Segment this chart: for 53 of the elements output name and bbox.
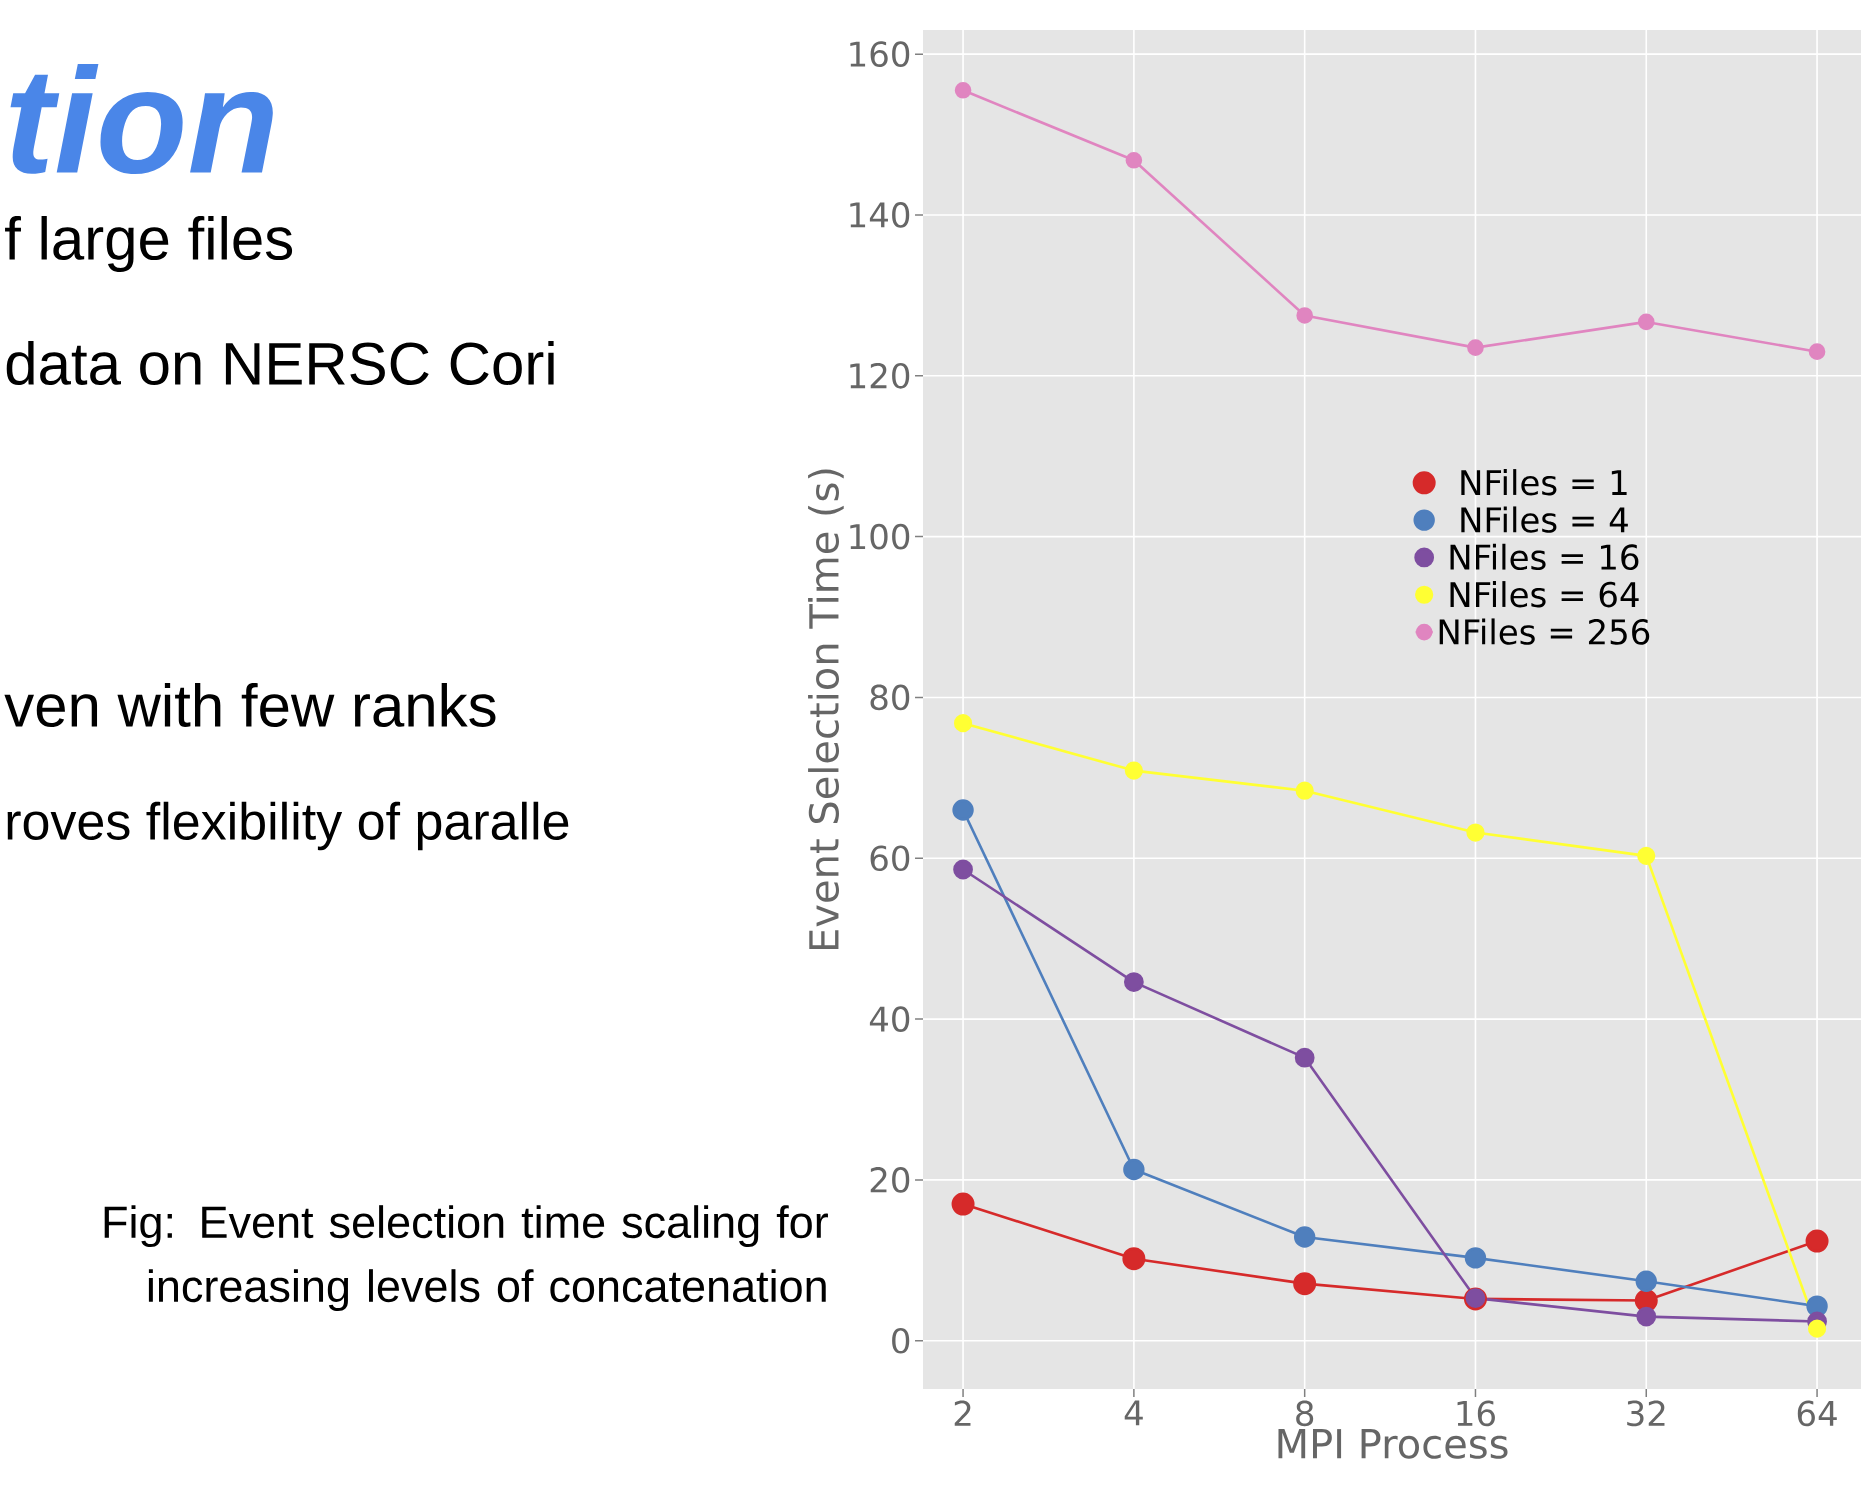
y-tick-label: 60 <box>870 845 910 872</box>
point <box>1123 1158 1145 1181</box>
x-tick-label: 8 <box>1296 1400 1314 1427</box>
text: data on NERSC Cori <box>6 340 554 385</box>
point <box>953 714 973 733</box>
x-tick-label: 16 <box>1457 1400 1495 1427</box>
x-tick-label: 2 <box>954 1400 971 1426</box>
text: roves flexibility of paralle <box>7 801 569 851</box>
point <box>1123 972 1144 992</box>
point <box>1467 339 1484 356</box>
x-tick-label: 32 <box>1627 1400 1665 1427</box>
y-tick-label: 80 <box>870 684 910 711</box>
point <box>1122 1247 1146 1271</box>
legend-label: NFiles = 64 <box>1450 581 1639 608</box>
legend-label: NFiles = 4 <box>1461 506 1628 533</box>
x-axis-title: MPI Process <box>1278 1429 1508 1459</box>
legend-label: NFiles = 16 <box>1450 543 1639 571</box>
point <box>1636 1306 1657 1327</box>
point <box>1466 823 1485 842</box>
point <box>952 799 974 821</box>
y-tick-label: 140 <box>850 202 910 228</box>
point <box>1295 781 1314 800</box>
x-tick-label: 64 <box>1797 1400 1837 1427</box>
legend-label: NFiles = 1 <box>1461 469 1627 496</box>
point <box>1635 1270 1657 1292</box>
text: ven with few ranks <box>4 682 496 728</box>
point <box>1293 1226 1316 1248</box>
point <box>1296 307 1313 324</box>
point <box>1124 761 1143 780</box>
y-tick-label: 120 <box>850 362 910 389</box>
text: Fig: Event selection time scaling for increasing levels of concatenation <box>104 1205 828 1312</box>
point <box>1293 1272 1317 1296</box>
point <box>1805 1229 1829 1253</box>
point <box>1637 313 1655 331</box>
y-tick-label: 160 <box>850 41 910 67</box>
y-tick-label: 0 <box>892 1327 910 1354</box>
chart-title: tion <box>10 63 273 175</box>
text: f large files <box>5 216 293 272</box>
y-tick-label: 100 <box>850 523 910 550</box>
point <box>1125 151 1143 169</box>
y-tick-label: 40 <box>869 1006 910 1032</box>
point <box>1637 846 1656 865</box>
point <box>1464 1247 1487 1269</box>
point <box>1808 343 1826 360</box>
point <box>1294 1047 1315 1068</box>
point <box>1807 1319 1827 1338</box>
y-tick-label: 20 <box>870 1167 910 1193</box>
y-axis-title: Event Selection Time (s) <box>808 469 844 950</box>
point <box>953 859 973 880</box>
legend-label: NFiles = 256 <box>1439 618 1650 645</box>
point <box>954 82 972 99</box>
point <box>951 1192 975 1216</box>
x-tick-label: 4 <box>1124 1400 1143 1426</box>
